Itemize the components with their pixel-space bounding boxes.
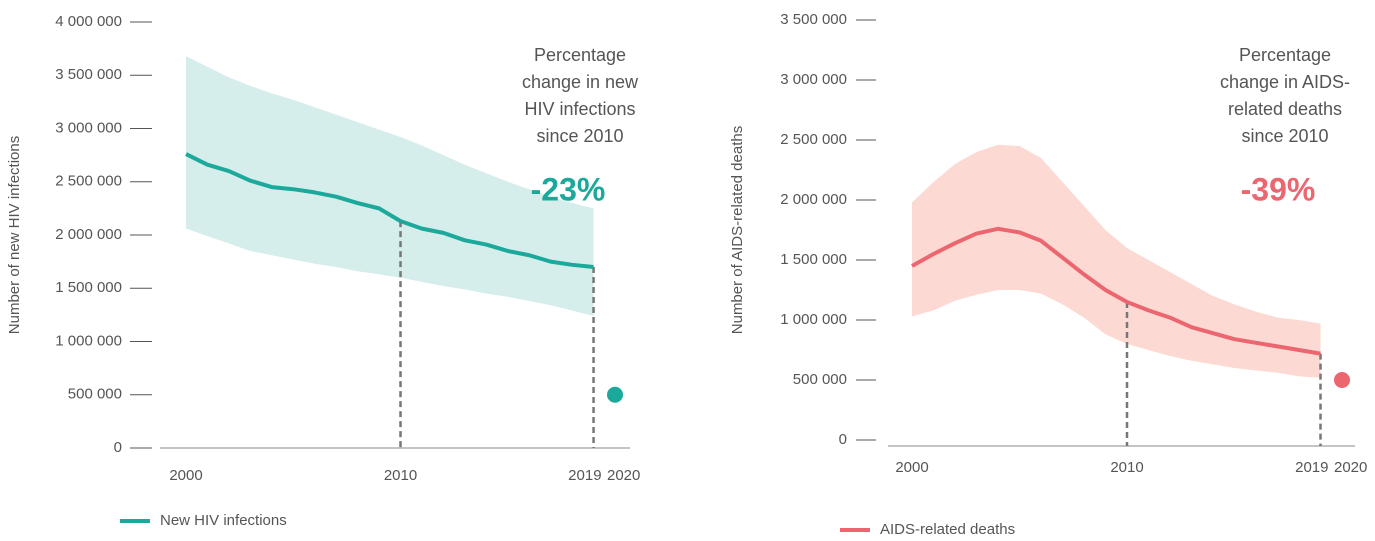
x-tick-label: 2019 (568, 467, 601, 484)
percent-change: -39% (1241, 171, 1316, 207)
y-tick-label: 3 000 000 (780, 71, 847, 88)
legend-label: New HIV infections (160, 512, 287, 529)
x-tick-label: 2010 (1110, 459, 1143, 476)
y-tick-label: 500 000 (793, 371, 847, 388)
y-tick-label: 4 000 000 (55, 13, 122, 30)
y-tick-label: 500 000 (68, 386, 122, 403)
y-tick-label: 1 500 000 (780, 251, 847, 268)
annotation: related deaths (1228, 99, 1342, 119)
legend-label: AIDS-related deaths (880, 521, 1015, 538)
y-tick-label: 0 (839, 431, 847, 448)
y-tick-label: 3 500 000 (55, 66, 122, 83)
target-dot (607, 386, 623, 403)
annotation: since 2010 (536, 126, 623, 146)
y-tick-label: 2 000 000 (55, 226, 122, 243)
y-tick-label: 2 500 000 (55, 173, 122, 190)
chart: 0 500 000 1 000 000 1 500 000 2 000 000 2 500… (6, 13, 640, 529)
annotation: since 2010 (1241, 126, 1328, 146)
x-tick-label: 2010 (384, 467, 417, 484)
series-line (185, 152, 594, 269)
y-tick-label: 0 (114, 439, 122, 456)
y-tick-label: 1 000 000 (780, 311, 847, 328)
uncertainty-band (912, 144, 1321, 378)
x-tick-label: 2020 (1334, 459, 1367, 476)
annotation: Percentage (534, 45, 626, 65)
y-axis-label: Number of new HIV infections (6, 136, 23, 334)
x-tick-label: 2000 (169, 467, 202, 484)
percent-change: -23% (531, 171, 606, 207)
annotation: change in new (522, 72, 639, 92)
y-tick-label: 1 500 000 (55, 279, 122, 296)
x-tick-label: 2019 (1295, 459, 1328, 476)
target-dot (1334, 372, 1350, 388)
series-line (911, 226, 1321, 356)
chart: 0 500 000 1 000 000 1 500 000 2 000 000 2 500… (729, 11, 1367, 538)
y-tick-label: 2 000 000 (780, 191, 847, 208)
annotation: change in AIDS- (1220, 72, 1350, 92)
x-tick-label: 2020 (607, 467, 640, 484)
y-tick-label: 1 000 000 (55, 332, 122, 349)
uncertainty-band (186, 56, 594, 316)
x-tick-label: 2000 (895, 459, 928, 476)
annotation: Percentage (1239, 45, 1331, 65)
annotation: HIV infections (524, 99, 635, 119)
y-tick-label: 3 000 000 (55, 119, 122, 136)
y-axis-label: Number of AIDS-related deaths (729, 126, 746, 334)
y-tick-label: 3 500 000 (780, 11, 847, 28)
y-tick-label: 2 500 000 (780, 131, 847, 148)
